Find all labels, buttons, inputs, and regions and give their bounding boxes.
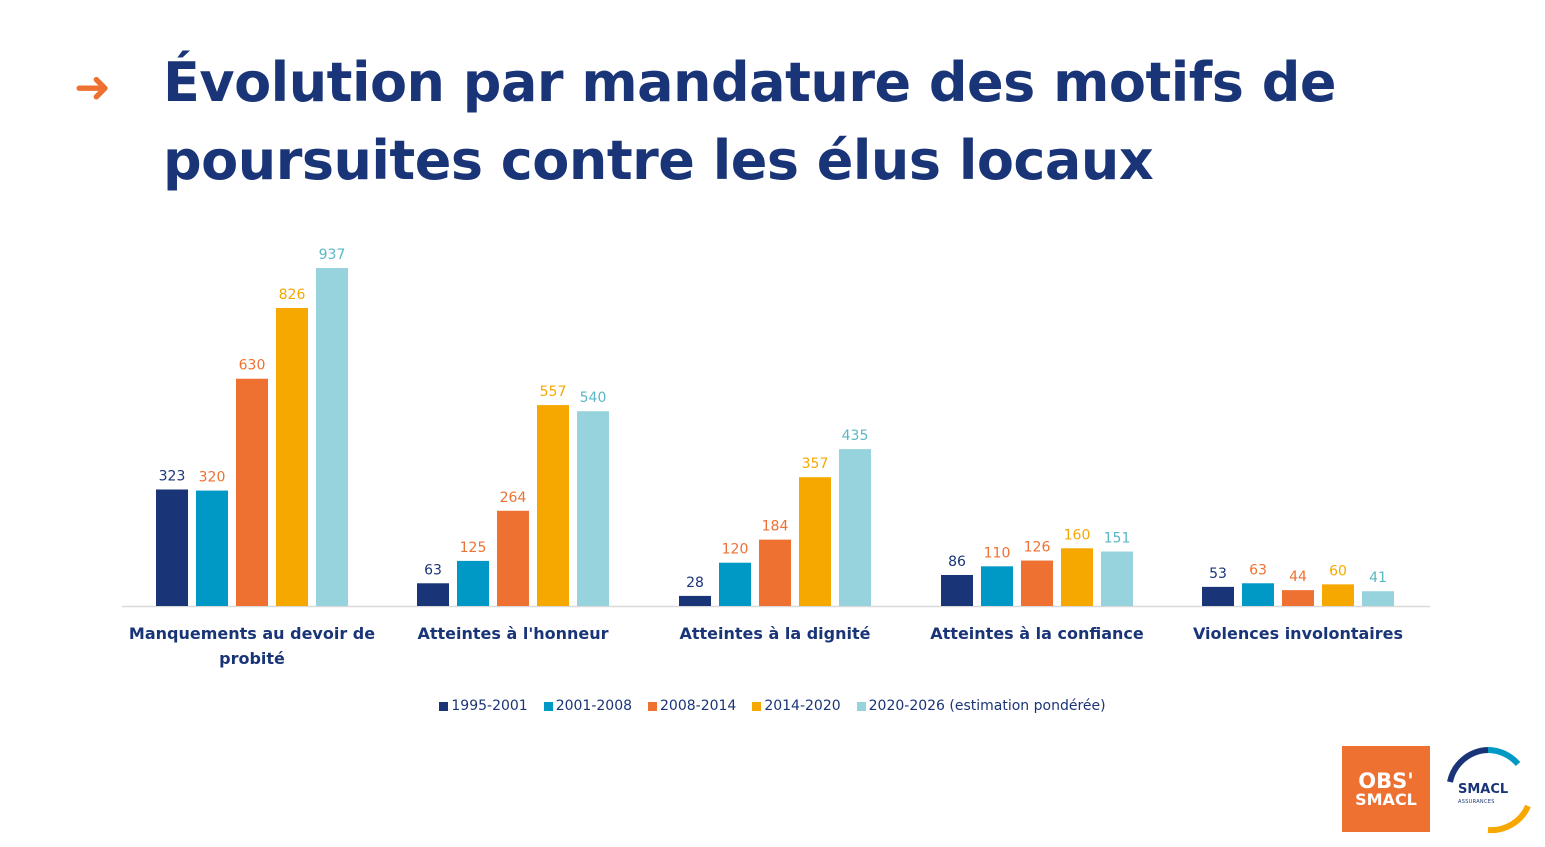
bar	[577, 411, 609, 606]
smacl-logo-subtitle: ASSURANCES	[1458, 799, 1495, 805]
data-label: 53	[1209, 566, 1227, 582]
data-label: 63	[424, 562, 442, 578]
smacl-swoosh-icon	[1447, 747, 1531, 834]
legend-swatch	[439, 701, 449, 711]
obs-smacl-logo: OBS' SMACL	[1342, 746, 1430, 832]
legend-item: 2001-2008	[543, 698, 633, 714]
category-label: Atteintes à la confiance	[930, 624, 1144, 643]
data-label: 826	[279, 287, 306, 303]
bar	[316, 268, 348, 606]
data-label: 435	[842, 428, 869, 444]
chart-legend: 1995-2001 2001-2008 2008-2014 2014-2020 2020…	[0, 698, 1545, 714]
bar	[276, 308, 308, 606]
smacl-logo-name: SMACL	[1458, 782, 1509, 797]
bar	[1101, 551, 1133, 606]
bar	[156, 489, 188, 606]
category-label: Violences involontaires	[1193, 624, 1403, 643]
bar	[1021, 560, 1053, 606]
legend-item: 2014-2020	[752, 698, 841, 714]
bar	[1362, 591, 1394, 606]
data-label: 60	[1329, 563, 1347, 579]
legend-item: 2020-2026 (estimation pondérée)	[856, 698, 1106, 714]
legend-label: 2014-2020	[764, 698, 841, 714]
data-label: 323	[159, 468, 186, 484]
data-label: 126	[1024, 540, 1051, 556]
data-label: 320	[199, 470, 226, 486]
bar	[759, 539, 791, 606]
bar	[457, 560, 489, 606]
data-label: 151	[1104, 531, 1131, 547]
smacl-assurances-logo: SMACL ASSURANCES	[1440, 746, 1532, 834]
bar	[537, 405, 569, 606]
bar	[196, 490, 228, 606]
bar	[1322, 584, 1354, 606]
data-label: 184	[762, 519, 789, 535]
data-label: 937	[319, 247, 346, 263]
data-label: 540	[580, 390, 607, 406]
legend-swatch	[543, 701, 553, 711]
bar	[1242, 583, 1274, 606]
data-label: 264	[500, 490, 527, 506]
bar	[1202, 586, 1234, 606]
data-label: 63	[1249, 562, 1267, 578]
bar	[236, 378, 268, 606]
data-label: 86	[948, 554, 966, 570]
bar	[1061, 548, 1093, 606]
bar	[497, 510, 529, 606]
legend-label: 1995-2001	[451, 698, 528, 714]
data-label: 357	[802, 456, 829, 472]
bar	[417, 583, 449, 606]
data-label: 160	[1064, 527, 1091, 543]
bar	[799, 477, 831, 606]
bar	[941, 574, 973, 606]
bar	[679, 595, 711, 606]
legend-label: 2008-2014	[660, 698, 737, 714]
legend-label: 2020-2026 (estimation pondérée)	[868, 698, 1106, 714]
data-label: 557	[540, 384, 567, 400]
arrow-right-icon: ➜	[74, 62, 111, 113]
legend-swatch	[648, 701, 658, 711]
legend-swatch	[856, 701, 866, 711]
obs-logo-line1: OBS'	[1358, 768, 1414, 793]
data-label: 125	[460, 540, 487, 556]
bar-chart: 323 320 630 826 937 Manquements au devoir de p…	[122, 247, 1430, 668]
bar	[839, 449, 871, 606]
data-label: 28	[686, 575, 704, 591]
chart-title: Évolution par mandature des motifs de po…	[163, 51, 1337, 192]
category-label: probité	[219, 649, 285, 668]
legend-label: 2001-2008	[555, 698, 633, 714]
data-label: 41	[1369, 570, 1387, 586]
legend-item: 1995-2001	[439, 698, 528, 714]
category-label: Atteintes à la dignité	[680, 624, 871, 643]
legend-item: 2008-2014	[648, 698, 736, 714]
data-label: 44	[1289, 569, 1307, 585]
legend-swatch	[752, 701, 762, 711]
data-label: 110	[984, 545, 1011, 561]
data-label: 120	[722, 542, 749, 558]
bar	[981, 566, 1013, 606]
category-label: Manquements au devoir de	[129, 624, 375, 643]
data-label: 630	[239, 358, 266, 374]
obs-logo-line2: SMACL	[1355, 789, 1417, 809]
bar	[1282, 590, 1314, 606]
bar	[719, 562, 751, 606]
category-label: Atteintes à l'honneur	[417, 624, 608, 643]
